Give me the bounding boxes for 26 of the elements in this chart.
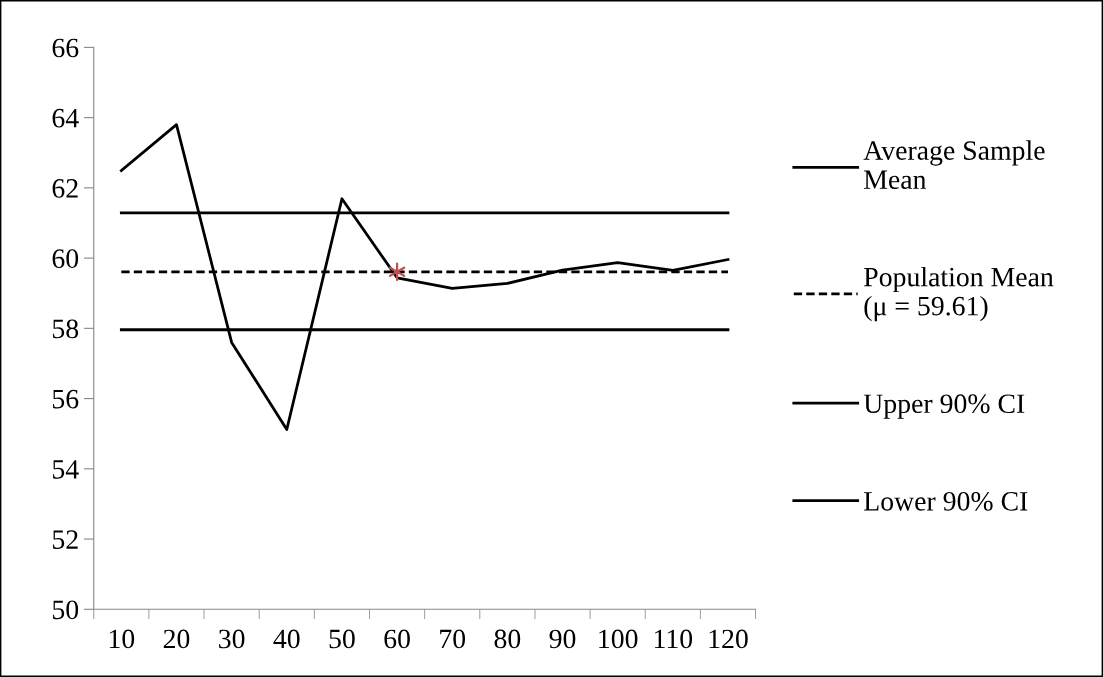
x-tick-label: 10 [109, 629, 135, 649]
y-tick-label: 58 [53, 319, 79, 339]
legend-label: Lower 90% CI [864, 491, 1028, 511]
x-tick-label: 70 [440, 629, 466, 649]
line-series [119, 123, 730, 431]
legend-label: Population Mean (μ = 59.61) [864, 266, 1054, 322]
x-tick-label: 30 [219, 629, 245, 649]
y-tick-label: 54 [53, 460, 79, 479]
x-tick-label: 40 [273, 629, 300, 649]
y-tick-label: 56 [53, 389, 79, 409]
y-tick-label: 64 [52, 108, 79, 128]
y-tick-label: 66 [52, 38, 79, 58]
x-tick-label: 60 [384, 629, 410, 649]
x-tick-label: 50 [329, 629, 355, 649]
y-tick-label: 62 [52, 179, 78, 198]
x-tick-label: 90 [549, 629, 576, 649]
x-tick-label: 80 [494, 629, 521, 649]
x-tick-label: 100 [599, 629, 638, 649]
legend-label: Average Sample Mean [863, 140, 1045, 190]
y-tick-label: 50 [53, 600, 79, 620]
y-tick-label: 52 [53, 530, 78, 549]
x-tick-label: 120 [709, 629, 748, 649]
legend-label: Upper 90% CI [863, 394, 1025, 419]
y-tick-label: 60 [52, 249, 79, 269]
x-tick-label: 20 [163, 629, 190, 649]
x-tick-label: 110 [654, 629, 693, 649]
